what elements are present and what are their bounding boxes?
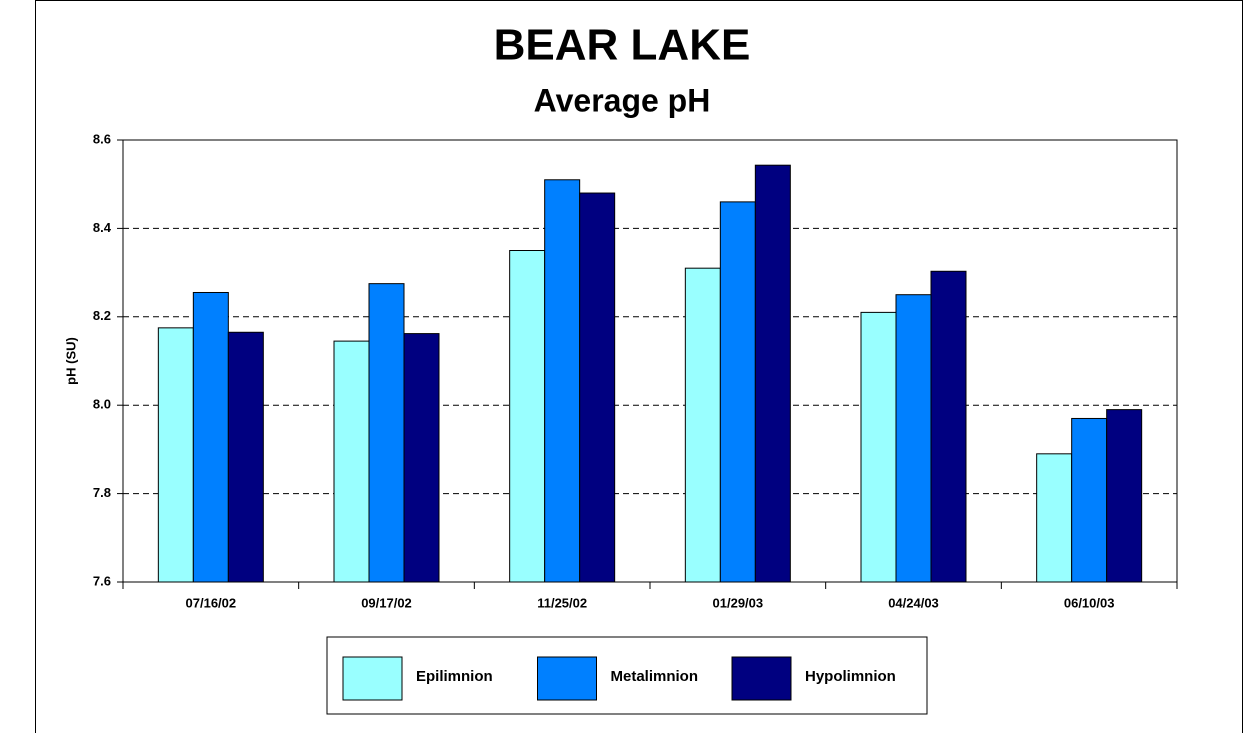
y-tick-label: 8.2: [93, 308, 111, 323]
x-tick-label: 07/16/02: [186, 595, 237, 610]
chart-subtitle: Average pH: [534, 82, 711, 118]
legend-swatch: [731, 656, 792, 701]
bar: [895, 294, 932, 583]
chart-border: [35, 0, 1243, 733]
legend-label: Epilimnion: [416, 668, 493, 685]
y-tick-label: 7.8: [93, 485, 111, 500]
legend-swatch: [342, 656, 403, 701]
bar: [1106, 409, 1143, 583]
legend-box: [326, 636, 928, 715]
bar: [544, 179, 581, 583]
legend-label: Metalimnion: [611, 668, 699, 685]
x-tick-label: 01/29/03: [713, 595, 764, 610]
bar: [860, 311, 897, 583]
bar: [368, 283, 405, 583]
x-tick-label: 04/24/03: [888, 595, 939, 610]
x-tick-label: 11/25/02: [537, 595, 587, 610]
bar: [509, 250, 546, 583]
x-tick-label: 09/17/02: [361, 595, 412, 610]
bar: [754, 164, 791, 583]
bar: [1036, 453, 1073, 583]
chart-title: BEAR LAKE: [494, 21, 751, 70]
bar: [403, 333, 440, 583]
bar: [192, 291, 229, 583]
bar: [157, 327, 194, 583]
bar: [333, 340, 370, 583]
y-tick-label: 8.0: [93, 397, 111, 412]
bar: [227, 331, 264, 583]
bar: [579, 192, 616, 583]
bar: [930, 270, 967, 583]
bar: [1071, 417, 1108, 583]
legend-swatch: [537, 656, 597, 701]
y-tick-label: 8.4: [93, 220, 112, 235]
x-tick-label: 06/10/03: [1064, 595, 1115, 610]
y-tick-label: 8.6: [93, 131, 111, 146]
bar: [719, 201, 756, 583]
y-axis-label: pH (SU): [63, 337, 78, 385]
y-tick-label: 7.6: [93, 573, 111, 588]
plot-frame: [122, 139, 1178, 583]
bar: [684, 267, 721, 583]
legend-label: Hypolimnion: [805, 668, 896, 685]
